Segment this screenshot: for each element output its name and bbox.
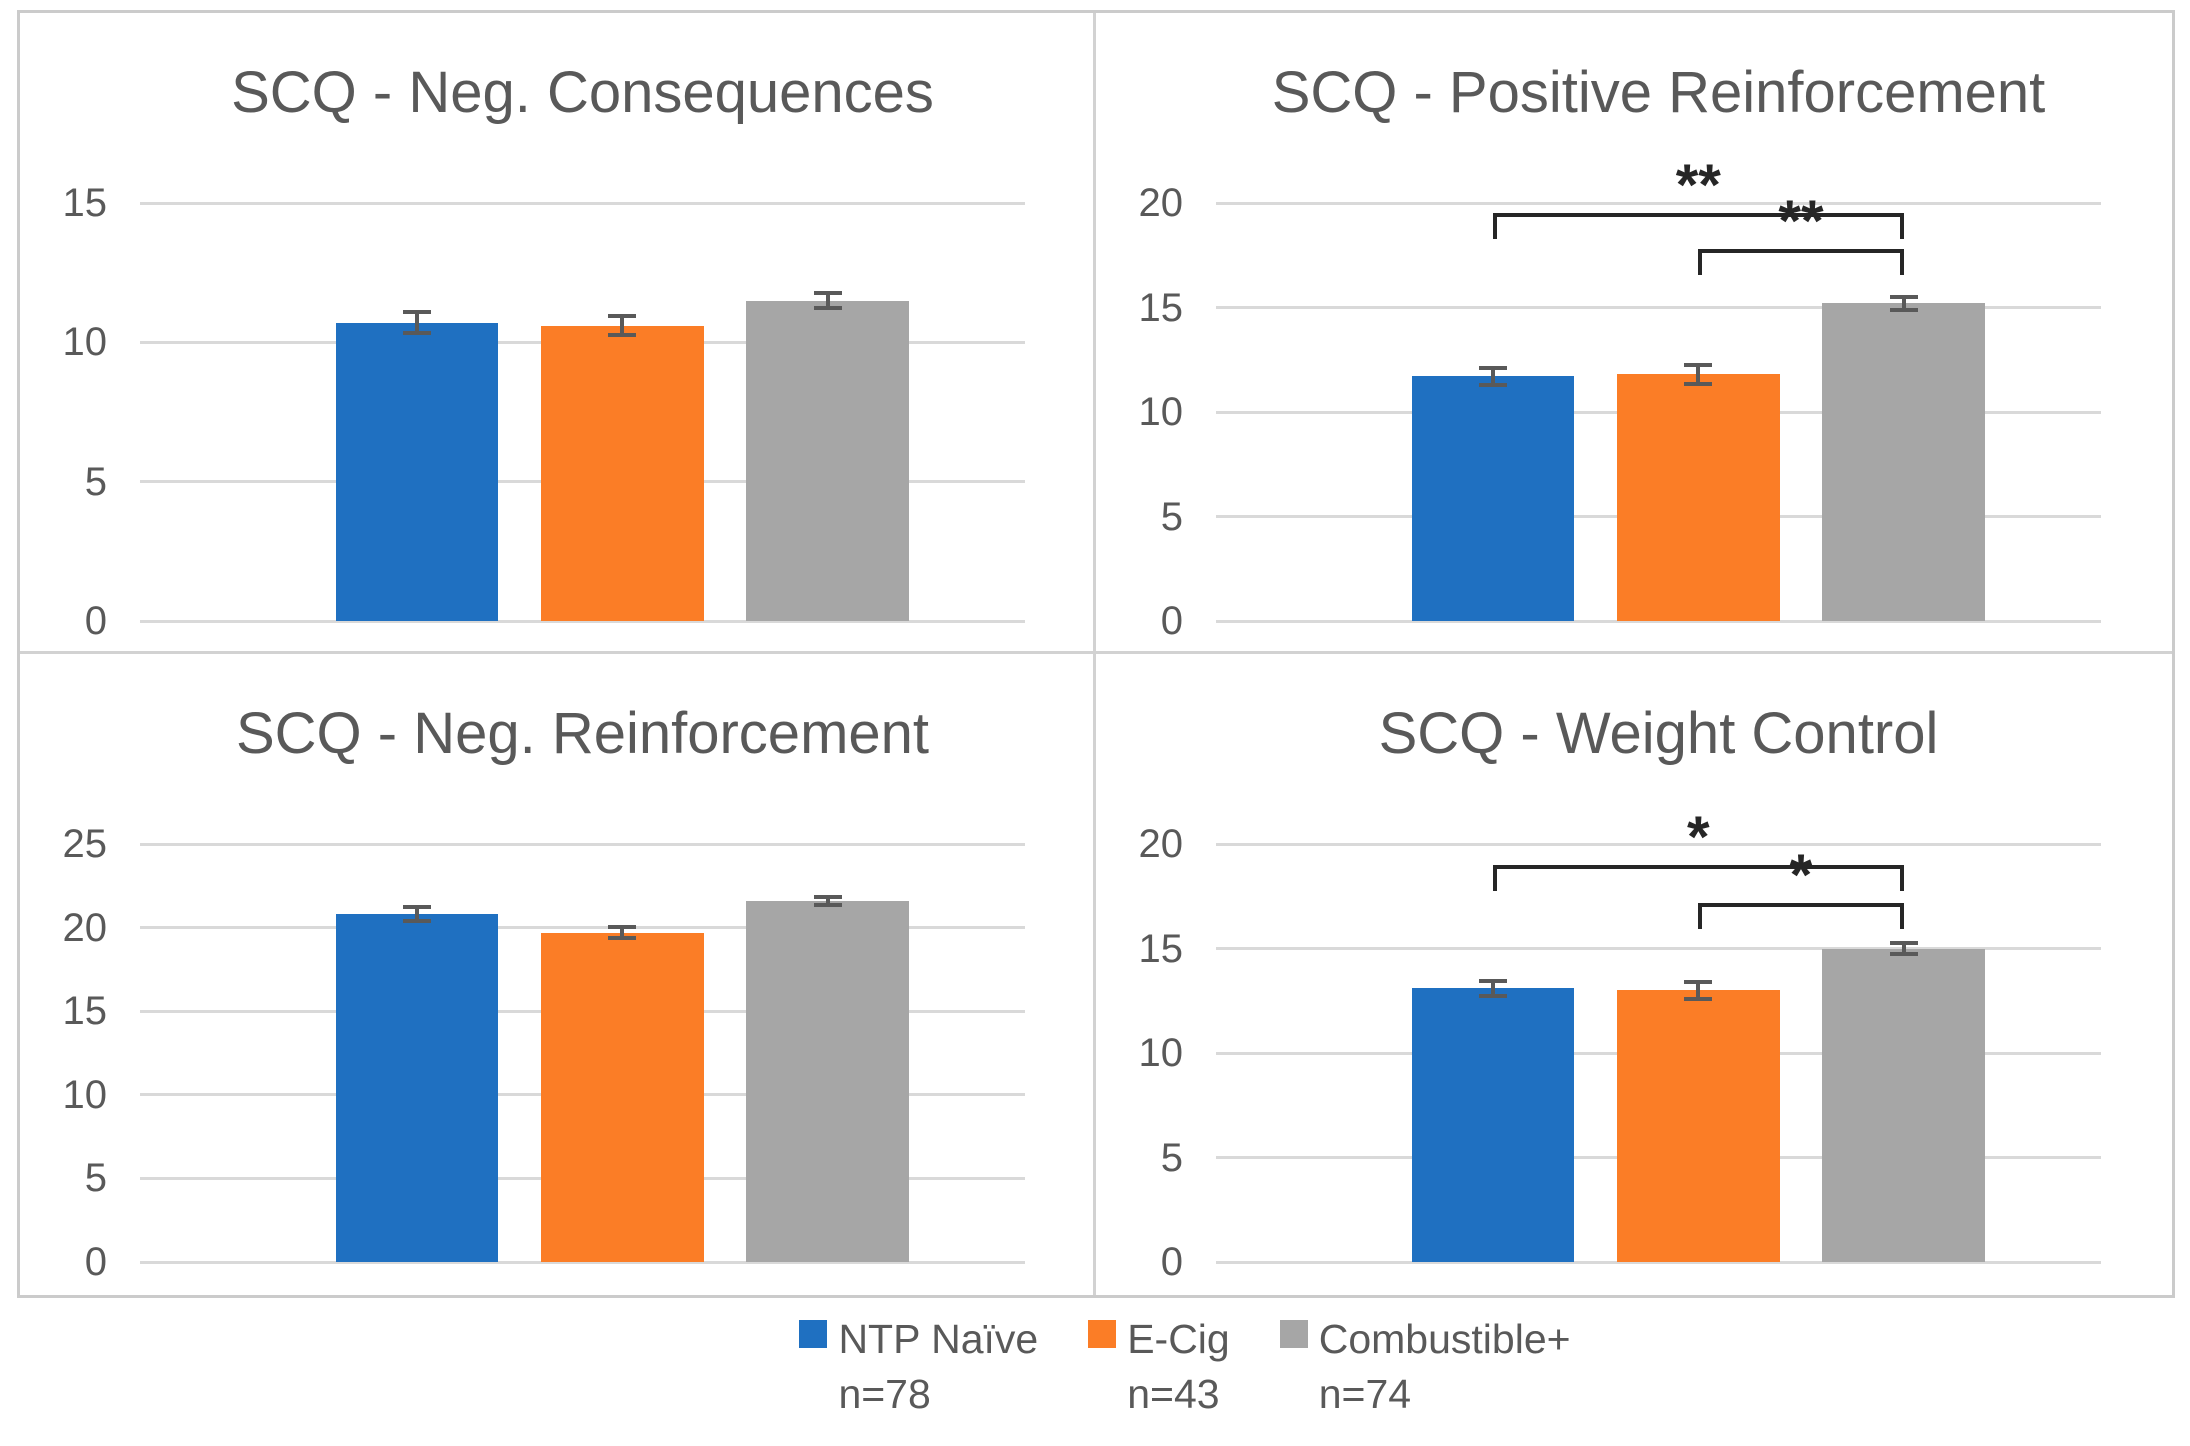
y-axis-tick-label: 15 (1138, 285, 1184, 330)
legend-n-count: n=78 (838, 1371, 931, 1417)
y-axis-tick-label: 0 (84, 599, 107, 643)
plot-area: 0 5 10 15 20 25 (63, 822, 1025, 1284)
bar-combustible- (746, 900, 910, 1262)
bar-ntp-na-ve (335, 322, 499, 621)
error-bar (1684, 362, 1713, 386)
y-axis-tick-label: 5 (84, 1156, 107, 1201)
y-axis-tick-label: 20 (1138, 822, 1184, 866)
legend: NTP Naïve n=78 E-Cig n=43 Combustible+ n… (90, 1312, 2190, 1422)
legend-n-count: n=74 (1318, 1371, 1412, 1417)
significance-bracket (1698, 248, 1904, 275)
bar-e-cig (540, 932, 704, 1262)
gridline (1216, 1260, 2101, 1264)
plot-area: 0 5 10 15 20 ** ** (1139, 157, 2101, 643)
chart-grid: SCQ - Neg. Consequences 0 5 10 15 SCQ - Pos… (17, 10, 2175, 1298)
significance-bracket (1493, 213, 1904, 240)
bar-ntp-na-ve (1411, 988, 1575, 1262)
significance-bracket (1493, 864, 1904, 891)
y-axis-tick-label: 10 (1138, 390, 1184, 434)
significance-stars: ** (1778, 188, 1824, 254)
y-axis-tick-label: 0 (1160, 1240, 1183, 1284)
y-axis-tick-label: 10 (62, 320, 108, 365)
gridline (1216, 619, 2101, 623)
bar-combustible- (1822, 948, 1986, 1262)
gridline (140, 1260, 1025, 1264)
gridline (1216, 201, 2101, 205)
bar-e-cig (1616, 374, 1780, 621)
bar-ntp-na-ve (335, 914, 499, 1262)
error-bar (608, 925, 637, 941)
legend-color-swatch-icon (799, 1320, 828, 1348)
error-bar (1479, 366, 1507, 387)
y-axis-tick-label: 0 (1160, 599, 1183, 643)
y-axis-tick-label: 15 (62, 989, 108, 1034)
y-axis-tick-label: 10 (1138, 1031, 1184, 1075)
gridline (1216, 842, 2101, 846)
error-bar (813, 894, 842, 907)
y-axis-tick-label: 10 (62, 1072, 108, 1117)
chart-title: SCQ - Neg. Consequences (231, 60, 934, 125)
legend-label: NTP Naïve (838, 1316, 1039, 1362)
plot-area: 0 5 10 15 (63, 181, 1025, 643)
panel-positive-reinforcement: SCQ - Positive Reinforcement 0 5 10 15 20 ** *… (1096, 13, 2172, 654)
y-axis-tick-label: 25 (62, 822, 108, 866)
bar-ntp-na-ve (1411, 376, 1575, 621)
gridline (1216, 306, 2101, 309)
y-axis-tick-label: 5 (84, 459, 107, 504)
y-axis-tick-label: 20 (1138, 181, 1184, 225)
error-bar (1479, 978, 1507, 998)
error-bar (608, 314, 637, 337)
error-bar (1889, 941, 1918, 956)
error-bar (403, 310, 431, 336)
chart-title: SCQ - Weight Control (1378, 701, 1939, 766)
bar-e-cig (540, 325, 704, 621)
legend-color-swatch-icon (1088, 1320, 1117, 1348)
significance-stars: ** (1675, 153, 1721, 219)
legend-color-swatch-icon (1279, 1320, 1308, 1348)
significance-stars: * (1687, 804, 1710, 870)
gridline (140, 842, 1025, 846)
gridline (140, 201, 1025, 205)
y-axis-tick-label: 15 (1138, 926, 1184, 971)
gridline (1216, 947, 2101, 950)
legend-item-combustible: Combustible+ n=74 (1279, 1312, 1571, 1422)
error-bar (403, 905, 431, 924)
y-axis-tick-label: 5 (1160, 1135, 1183, 1180)
panel-neg-reinforcement: SCQ - Neg. Reinforcement 0 5 10 15 20 25 (20, 654, 1096, 1295)
gridline (140, 619, 1025, 623)
error-bar (813, 290, 842, 311)
significance-stars: * (1789, 842, 1813, 908)
error-bar (1889, 294, 1918, 312)
legend-item-ecig: E-Cig n=43 (1088, 1312, 1230, 1422)
panel-neg-consequences: SCQ - Neg. Consequences 0 5 10 15 (20, 13, 1096, 654)
legend-item-ntp-naive: NTP Naïve n=78 (799, 1312, 1038, 1422)
chart-title: SCQ - Positive Reinforcement (1271, 60, 2046, 125)
legend-label: E-Cig (1127, 1316, 1230, 1362)
plot-area: 0 5 10 15 20 * * (1139, 808, 2101, 1284)
bar-e-cig (1616, 990, 1780, 1262)
y-axis-tick-label: 20 (62, 905, 108, 950)
panel-weight-control: SCQ - Weight Control 0 5 10 15 20 * * (1096, 654, 2172, 1295)
y-axis-tick-label: 5 (1160, 494, 1183, 539)
legend-label: Combustible+ (1318, 1316, 1571, 1362)
error-bar (1684, 979, 1713, 1001)
legend-n-count: n=43 (1127, 1371, 1220, 1417)
significance-bracket (1698, 902, 1904, 929)
gridline (140, 926, 1025, 930)
y-axis-tick-label: 0 (84, 1240, 107, 1284)
y-axis-tick-label: 15 (62, 181, 108, 225)
bar-combustible- (1822, 303, 1986, 621)
bar-combustible- (746, 300, 910, 621)
chart-title: SCQ - Neg. Reinforcement (235, 701, 930, 766)
